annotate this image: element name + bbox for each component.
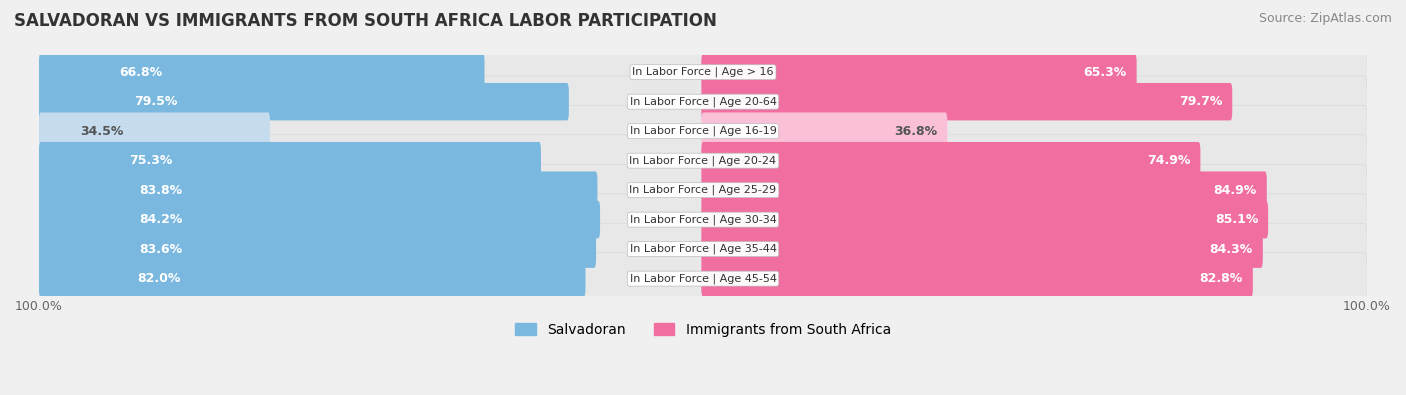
Text: In Labor Force | Age 16-19: In Labor Force | Age 16-19 [630,126,776,136]
Text: In Labor Force | Age 30-34: In Labor Force | Age 30-34 [630,214,776,225]
Text: 65.3%: 65.3% [1084,66,1126,79]
FancyBboxPatch shape [39,105,1367,157]
Text: 84.9%: 84.9% [1213,184,1257,197]
FancyBboxPatch shape [702,201,1268,238]
Text: In Labor Force | Age 25-29: In Labor Force | Age 25-29 [630,185,776,196]
Text: 79.5%: 79.5% [134,95,177,108]
FancyBboxPatch shape [702,230,1263,268]
FancyBboxPatch shape [39,223,1367,275]
Text: 83.8%: 83.8% [139,184,183,197]
Text: In Labor Force | Age 45-54: In Labor Force | Age 45-54 [630,273,776,284]
Text: 82.0%: 82.0% [136,272,180,285]
FancyBboxPatch shape [702,142,1201,179]
FancyBboxPatch shape [39,260,585,297]
Text: 85.1%: 85.1% [1215,213,1258,226]
FancyBboxPatch shape [39,113,270,150]
Text: 79.7%: 79.7% [1178,95,1222,108]
FancyBboxPatch shape [39,53,485,91]
FancyBboxPatch shape [702,113,948,150]
Text: 75.3%: 75.3% [129,154,173,167]
Text: 82.8%: 82.8% [1199,272,1243,285]
FancyBboxPatch shape [39,76,1367,128]
Text: Source: ZipAtlas.com: Source: ZipAtlas.com [1258,12,1392,25]
FancyBboxPatch shape [39,201,600,238]
Text: SALVADORAN VS IMMIGRANTS FROM SOUTH AFRICA LABOR PARTICIPATION: SALVADORAN VS IMMIGRANTS FROM SOUTH AFRI… [14,12,717,30]
Text: 83.6%: 83.6% [139,243,181,256]
Text: In Labor Force | Age 20-64: In Labor Force | Age 20-64 [630,96,776,107]
FancyBboxPatch shape [39,46,1367,98]
Legend: Salvadoran, Immigrants from South Africa: Salvadoran, Immigrants from South Africa [509,318,897,342]
FancyBboxPatch shape [702,171,1267,209]
FancyBboxPatch shape [39,83,569,120]
Text: In Labor Force | Age > 16: In Labor Force | Age > 16 [633,67,773,77]
FancyBboxPatch shape [39,142,541,179]
Text: In Labor Force | Age 20-24: In Labor Force | Age 20-24 [630,155,776,166]
Text: In Labor Force | Age 35-44: In Labor Force | Age 35-44 [630,244,776,254]
FancyBboxPatch shape [39,194,1367,245]
Text: 66.8%: 66.8% [118,66,162,79]
FancyBboxPatch shape [39,164,1367,216]
Text: 84.2%: 84.2% [139,213,183,226]
Text: 34.5%: 34.5% [80,125,124,138]
FancyBboxPatch shape [39,253,1367,305]
FancyBboxPatch shape [39,230,596,268]
Text: 36.8%: 36.8% [894,125,938,138]
FancyBboxPatch shape [39,135,1367,186]
FancyBboxPatch shape [702,260,1253,297]
Text: 84.3%: 84.3% [1209,243,1253,256]
FancyBboxPatch shape [702,83,1232,120]
FancyBboxPatch shape [702,53,1136,91]
Text: 74.9%: 74.9% [1147,154,1191,167]
FancyBboxPatch shape [39,171,598,209]
